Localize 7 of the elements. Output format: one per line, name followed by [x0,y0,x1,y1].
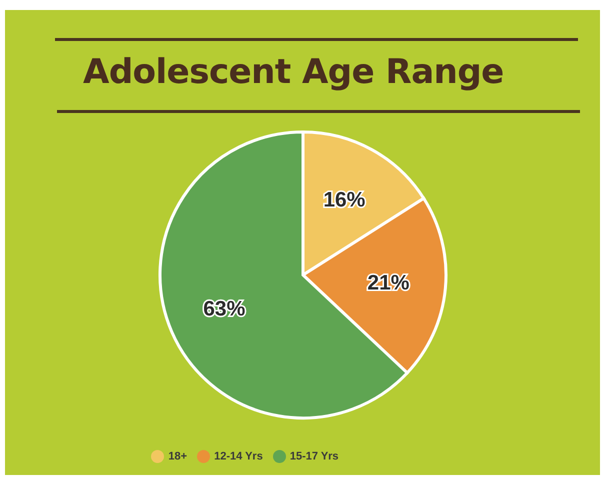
chart-title: Adolescent Age Range [83,52,504,92]
legend-label: 18+ [168,450,188,462]
data-label: 16% [323,188,366,212]
data-label: 21% [367,272,410,295]
data-label: 63% [203,298,246,321]
legend-label: 15-17 Yrs [290,450,339,462]
legend-label: 12-14 Yrs [214,450,263,462]
